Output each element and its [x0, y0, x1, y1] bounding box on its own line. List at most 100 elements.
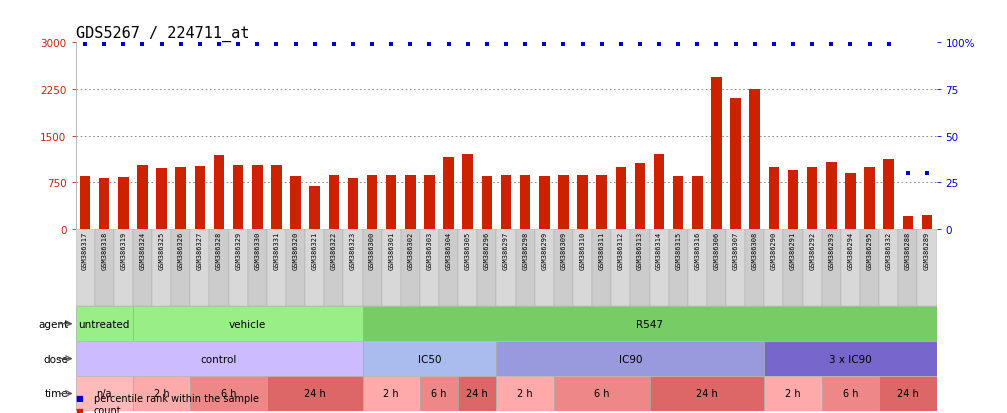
Bar [76, 306, 133, 341]
Bar [879, 229, 898, 306]
Text: vehicle: vehicle [230, 319, 266, 329]
Bar [516, 229, 535, 306]
Text: GSM386323: GSM386323 [350, 231, 355, 270]
Bar [458, 229, 477, 306]
Point [594, 42, 610, 48]
Bar [118, 177, 129, 229]
Text: GSM386302: GSM386302 [408, 231, 413, 270]
Bar [688, 229, 707, 306]
Point [671, 42, 687, 48]
Bar [443, 158, 454, 229]
Bar [401, 229, 420, 306]
Bar [152, 229, 171, 306]
Text: GSM386306: GSM386306 [714, 231, 719, 270]
Point [612, 42, 628, 48]
Point [77, 42, 93, 48]
Bar [420, 229, 439, 306]
Bar [615, 167, 626, 229]
Text: GSM386320: GSM386320 [293, 231, 298, 270]
Bar [328, 175, 339, 229]
Bar [650, 376, 764, 411]
Bar [363, 376, 420, 411]
Text: GSM386332: GSM386332 [886, 231, 891, 270]
Bar [554, 229, 573, 306]
Text: ■: ■ [76, 393, 84, 402]
Bar [133, 229, 152, 306]
Text: 24 h: 24 h [304, 389, 325, 399]
Bar [749, 90, 760, 229]
Point [191, 42, 207, 48]
Text: GSM386322: GSM386322 [331, 231, 336, 270]
Bar [883, 159, 894, 229]
Text: GSM386307: GSM386307 [733, 231, 738, 270]
Bar [535, 229, 554, 306]
Bar [826, 162, 837, 229]
Text: 3 x IC90: 3 x IC90 [829, 354, 872, 364]
Bar [520, 175, 531, 229]
Bar [841, 229, 860, 306]
Text: IC90: IC90 [618, 354, 642, 364]
Text: 24 h: 24 h [897, 389, 918, 399]
Bar [864, 167, 875, 229]
Bar [845, 173, 856, 229]
Text: 24 h: 24 h [466, 389, 488, 399]
Text: GSM386296: GSM386296 [484, 231, 489, 270]
Bar [879, 376, 937, 411]
Point [498, 42, 515, 48]
Bar [367, 175, 378, 229]
Text: 6 h: 6 h [843, 389, 858, 399]
Bar [573, 229, 592, 306]
Text: GSM386292: GSM386292 [810, 231, 815, 270]
Bar [363, 306, 937, 341]
Point [518, 42, 534, 48]
Text: GSM386300: GSM386300 [370, 231, 375, 270]
Bar [347, 178, 358, 229]
Point [785, 42, 802, 48]
Text: GSM386319: GSM386319 [121, 231, 126, 270]
Text: 2 h: 2 h [518, 389, 533, 399]
Text: GSM386293: GSM386293 [829, 231, 834, 270]
Bar [286, 229, 305, 306]
Bar [477, 229, 496, 306]
Bar [803, 229, 822, 306]
Bar [156, 169, 167, 229]
Text: GSM386291: GSM386291 [790, 231, 796, 270]
Bar [80, 176, 91, 229]
Point [383, 42, 399, 48]
Text: 2 h: 2 h [785, 389, 801, 399]
Text: 6 h: 6 h [594, 389, 609, 399]
Bar [707, 229, 726, 306]
Bar [902, 217, 913, 229]
Point [460, 42, 476, 48]
Point [268, 42, 285, 48]
Bar [363, 341, 496, 376]
Bar [386, 175, 397, 229]
Text: GSM386310: GSM386310 [580, 231, 585, 270]
Text: GSM386289: GSM386289 [924, 231, 929, 270]
Bar [133, 306, 363, 341]
Bar [673, 176, 684, 229]
Text: control: control [200, 354, 238, 364]
Bar [382, 229, 401, 306]
Text: 24 h: 24 h [696, 389, 718, 399]
Text: dose: dose [43, 354, 68, 364]
Point [690, 42, 706, 48]
Bar [496, 229, 516, 306]
Bar [764, 376, 822, 411]
Point [326, 42, 342, 48]
Bar [596, 175, 607, 229]
Text: GSM386305: GSM386305 [465, 231, 470, 270]
Text: 6 h: 6 h [431, 389, 447, 399]
Text: ■: ■ [76, 406, 84, 413]
Text: GSM386326: GSM386326 [178, 231, 183, 270]
Point [288, 42, 304, 48]
Text: GSM386288: GSM386288 [905, 231, 910, 270]
Bar [209, 229, 229, 306]
Bar [822, 376, 879, 411]
Bar [95, 229, 114, 306]
Bar [692, 176, 703, 229]
Text: GSM386317: GSM386317 [83, 231, 88, 270]
Bar [711, 77, 722, 229]
Text: GSM386312: GSM386312 [618, 231, 623, 270]
Bar [860, 229, 879, 306]
